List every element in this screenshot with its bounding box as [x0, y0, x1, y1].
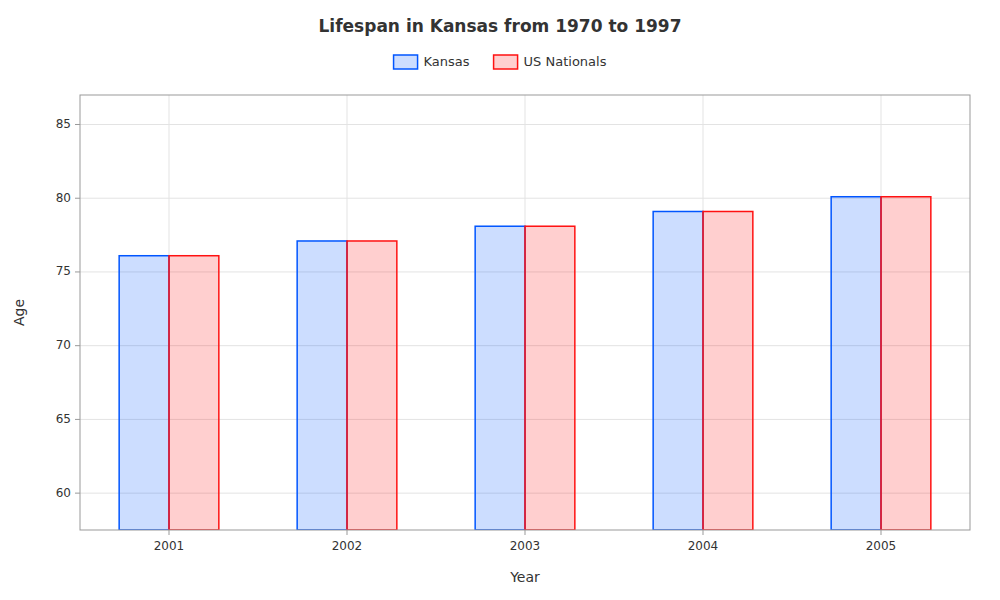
grid: [80, 95, 970, 530]
x-tick-label: 2005: [866, 539, 897, 553]
legend-item: US Nationals: [494, 54, 607, 70]
legend-swatch: [394, 55, 418, 69]
bars: [119, 197, 931, 530]
y-tick: [75, 271, 80, 272]
legend-label: Kansas: [424, 54, 470, 69]
y-tick: [75, 419, 80, 420]
x-tick: [881, 530, 882, 535]
legend-label: US Nationals: [524, 54, 607, 69]
y-axis: 60 65 70 75 80 85: [56, 117, 80, 500]
y-tick-label: 65: [56, 412, 71, 426]
bar: [525, 226, 575, 530]
bar: [297, 241, 347, 530]
y-axis-label: Age: [11, 299, 27, 326]
legend: Kansas US Nationals: [394, 54, 607, 70]
bar: [703, 211, 753, 530]
x-tick-label: 2001: [154, 539, 185, 553]
chart-container: 60 65 70 75 80 85 2001 2002 2003 2004 2005 Year Age L…: [0, 0, 1000, 600]
bar: [881, 197, 931, 530]
y-tick-label: 70: [56, 338, 71, 352]
bar: [169, 256, 219, 530]
x-tick: [525, 530, 526, 535]
x-axis-label: Year: [509, 569, 540, 585]
bar: [119, 256, 169, 530]
x-tick-label: 2002: [332, 539, 363, 553]
y-tick-label: 80: [56, 191, 71, 205]
y-tick-label: 60: [56, 486, 71, 500]
y-tick: [75, 493, 80, 494]
bar: [653, 211, 703, 530]
plot-frame: [80, 95, 970, 530]
y-tick: [75, 124, 80, 125]
y-tick-label: 85: [56, 117, 71, 131]
x-tick: [703, 530, 704, 535]
x-tick: [347, 530, 348, 535]
y-tick: [75, 345, 80, 346]
y-tick-label: 75: [56, 264, 71, 278]
x-tick: [169, 530, 170, 535]
x-tick-label: 2003: [510, 539, 541, 553]
title: Lifespan in Kansas from 1970 to 1997: [319, 16, 682, 36]
y-tick: [75, 198, 80, 199]
bar: [475, 226, 525, 530]
chart-svg: 60 65 70 75 80 85 2001 2002 2003 2004 2005 Year Age L…: [0, 0, 1000, 600]
x-axis: 2001 2002 2003 2004 2005: [154, 530, 897, 553]
bar: [347, 241, 397, 530]
bar: [831, 197, 881, 530]
legend-swatch: [494, 55, 518, 69]
legend-item: Kansas: [394, 54, 470, 70]
x-tick-label: 2004: [688, 539, 719, 553]
